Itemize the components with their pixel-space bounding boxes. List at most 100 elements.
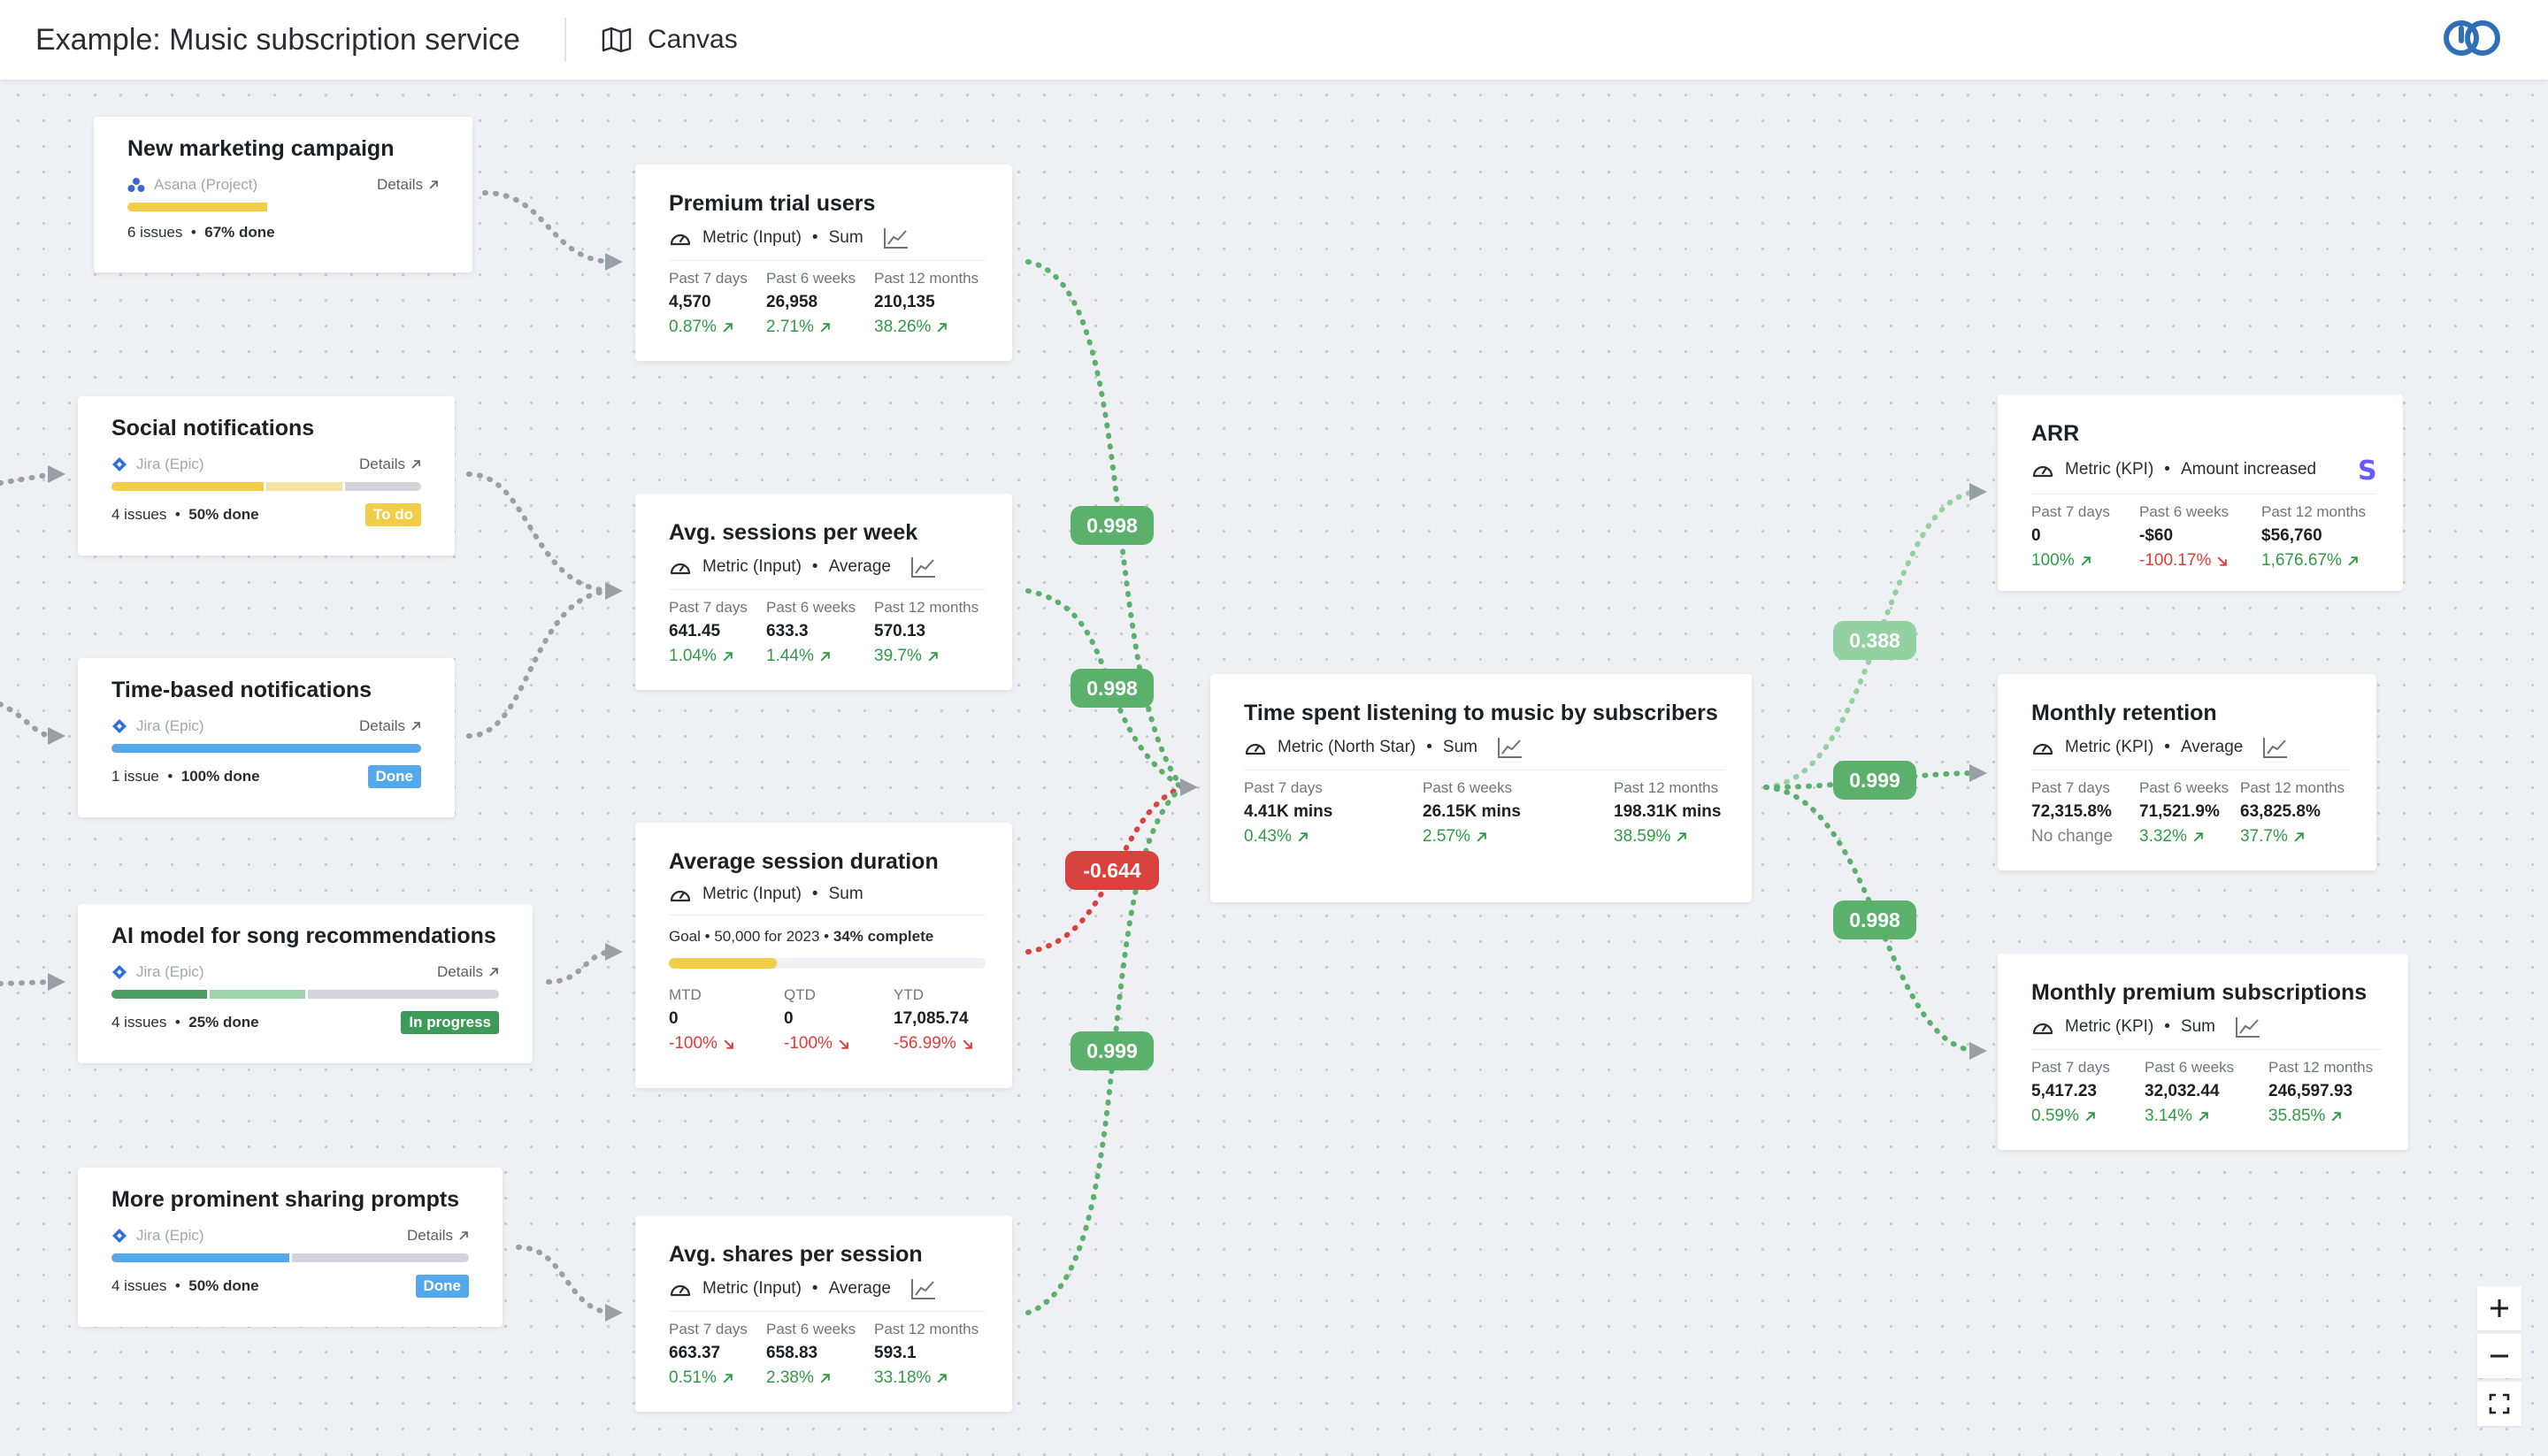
metric-card-avg-sessions[interactable]: Avg. sessions per week Metric (Input) • Ave… — [635, 494, 1012, 690]
line-chart-icon[interactable] — [910, 1277, 937, 1300]
progress-segment — [210, 990, 305, 999]
arrow-up-right-icon — [2193, 831, 2203, 842]
stripe-logo-icon: S — [2358, 456, 2376, 483]
line-chart-icon[interactable] — [2262, 736, 2289, 759]
stat-label: YTD — [894, 986, 924, 1003]
stat-column: Past 6 weeks 26.15K mins 2.57% — [1423, 779, 1614, 847]
stat-change: 38.26% — [874, 318, 998, 337]
arrow-up-right-icon — [2199, 1111, 2208, 1122]
metric-title: Monthly retention — [2031, 701, 2217, 725]
stat-label: Past 7 days — [2031, 1059, 2110, 1076]
arrow-up-right-icon — [1298, 831, 1308, 842]
arrow-down-right-icon — [839, 1038, 848, 1049]
arrowhead — [48, 727, 65, 745]
arrow-up-right-icon — [723, 322, 733, 333]
stat-label: Past 12 months — [2240, 779, 2345, 796]
metric-card-avg-duration[interactable]: Average session duration Metric (Input) •… — [635, 823, 1012, 1088]
details-link[interactable]: Details — [359, 456, 421, 473]
connector-northstar-to-arr — [1763, 489, 1981, 790]
stat-value: 0 — [2031, 526, 2041, 545]
line-chart-icon[interactable] — [1497, 736, 1523, 759]
external-link-icon — [429, 180, 438, 189]
app-logo-icon[interactable] — [2442, 18, 2504, 58]
zoom-in-button[interactable] — [2477, 1286, 2521, 1330]
stat-label: Past 12 months — [2268, 1059, 2374, 1076]
stat-change: 2.57% — [1423, 827, 1614, 847]
connector-time-to-sessions — [466, 588, 617, 739]
metric-card-premium-trial[interactable]: Premium trial users Metric (Input) • Sum Pas… — [635, 165, 1012, 361]
progress-segment — [345, 482, 421, 491]
arrowhead — [605, 943, 623, 961]
issue-card-campaign[interactable]: New marketing campaign Asana (Project) D… — [94, 117, 472, 272]
correlation-badge[interactable]: 0.388 — [1833, 621, 1916, 660]
details-link[interactable]: Details — [359, 717, 421, 735]
details-link[interactable]: Details — [377, 176, 439, 194]
stat-label: Past 6 weeks — [1423, 779, 1513, 796]
external-link-icon — [459, 1231, 468, 1240]
metric-subtitle: Metric (Input) • Average — [669, 1277, 986, 1312]
external-link-icon — [411, 722, 420, 731]
stat-change: 35.85% — [2268, 1107, 2401, 1126]
metric-card-avg-shares[interactable]: Avg. shares per session Metric (Input) • Av… — [635, 1215, 1012, 1412]
stat-label: Past 12 months — [874, 599, 979, 616]
arrowhead — [1969, 764, 1987, 782]
issue-card-social[interactable]: Social notifications Jira (Epic) Details… — [78, 396, 455, 556]
stat-label: Past 7 days — [669, 599, 748, 616]
stat-column: Past 7 days 0 100% — [2031, 503, 2139, 571]
stat-label: Past 12 months — [874, 1321, 979, 1337]
stat-column: Past 6 weeks 32,032.44 3.14% — [2145, 1059, 2268, 1126]
line-chart-icon[interactable] — [883, 226, 909, 249]
arrow-down-right-icon — [963, 1038, 972, 1049]
issue-card-time-based[interactable]: Time-based notifications Jira (Epic) Det… — [78, 658, 455, 817]
issue-card-sharing[interactable]: More prominent sharing prompts Jira (Epi… — [78, 1168, 503, 1327]
asana-icon — [127, 178, 145, 192]
stat-label: QTD — [784, 986, 816, 1003]
stat-value: 5,417.23 — [2031, 1082, 2097, 1100]
zoom-out-button[interactable] — [2477, 1334, 2521, 1378]
stat-value: 26,958 — [766, 293, 818, 311]
stat-value: 32,032.44 — [2145, 1082, 2220, 1100]
stat-change: 0.43% — [1244, 827, 1423, 847]
correlation-badge[interactable]: 0.998 — [1071, 506, 1154, 545]
line-chart-icon[interactable] — [2235, 1015, 2261, 1038]
details-link[interactable]: Details — [407, 1227, 469, 1245]
correlation-badge[interactable]: 0.998 — [1071, 669, 1154, 708]
issue-done: 50% done — [188, 506, 259, 523]
metric-title: Avg. sessions per week — [669, 520, 918, 545]
details-link[interactable]: Details — [437, 963, 499, 981]
issue-source: Jira (Epic) — [136, 456, 204, 472]
issue-title: AI model for song recommendations — [111, 923, 496, 948]
stat-value: 210,135 — [874, 293, 935, 311]
metric-card-north-star[interactable]: Time spent listening to music by subscri… — [1210, 674, 1752, 902]
metric-stats: Past 7 days 641.45 1.04% Past 6 weeks 633.3 1… — [669, 599, 986, 666]
connector-offscreen-1 — [0, 471, 56, 486]
stat-change: 2.38% — [766, 1368, 874, 1388]
arrow-up-right-icon — [723, 1373, 733, 1383]
stat-column: Past 12 months 246,597.93 35.85% — [2268, 1059, 2401, 1126]
arrowhead — [605, 1304, 623, 1322]
issue-source: Jira (Epic) — [136, 717, 204, 734]
metric-card-arr[interactable]: ARR Metric (KPI) • Amount increased S Past 7 … — [1998, 395, 2403, 591]
arrow-up-right-icon — [820, 1373, 830, 1383]
line-chart-icon[interactable] — [910, 556, 937, 579]
correlation-badge[interactable]: 0.999 — [1071, 1031, 1154, 1070]
metric-card-retention[interactable]: Monthly retention Metric (KPI) • Average Pas… — [1998, 674, 2376, 870]
issue-done: 67% done — [204, 224, 275, 241]
stat-column: Past 6 weeks -$60 -100.17% — [2139, 503, 2261, 571]
stat-value: 26.15K mins — [1423, 802, 1521, 821]
goal-progress — [669, 958, 986, 969]
metric-stats: Past 7 days 5,417.23 0.59% Past 6 weeks 32,0… — [2031, 1059, 2382, 1126]
metric-card-premium-subs[interactable]: Monthly premium subscriptions Metric (KPI… — [1998, 954, 2408, 1150]
correlation-badge[interactable]: 0.999 — [1833, 761, 1916, 800]
stat-value: 198.31K mins — [1614, 802, 1722, 821]
correlation-badge[interactable]: 0.998 — [1833, 900, 1916, 939]
stat-column: Past 12 months 210,135 38.26% — [874, 270, 998, 337]
stat-value: 0 — [669, 1009, 679, 1028]
arrowhead — [1969, 483, 1987, 501]
metric-subtitle: Metric (North Star) • Sum — [1244, 736, 1725, 770]
issue-card-ai-model[interactable]: AI model for song recommendations Jira (… — [78, 904, 533, 1063]
canvas-tab[interactable]: Canvas — [602, 25, 738, 55]
fit-view-button[interactable] — [2477, 1382, 2521, 1426]
correlation-badge[interactable]: -0.644 — [1065, 851, 1159, 890]
issue-done: 100% done — [180, 768, 260, 785]
